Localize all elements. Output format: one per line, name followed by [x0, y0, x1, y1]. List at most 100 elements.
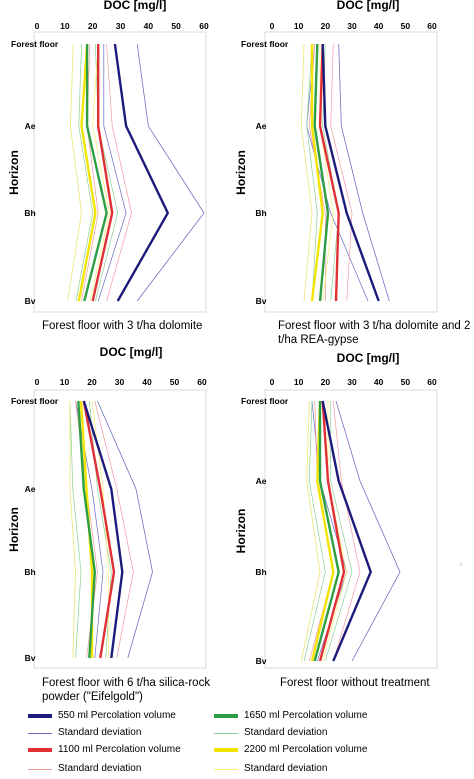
envelope-line-low [67, 43, 82, 302]
std-deviation-line [300, 43, 313, 302]
legend-swatch [214, 733, 238, 734]
legend-swatch [214, 714, 238, 718]
x-tick-label: 40 [374, 21, 384, 31]
category-label: Bh [255, 567, 266, 577]
legend-swatch [28, 748, 52, 752]
y-axis-label: Horizon [7, 150, 21, 195]
chart-title: DOC [mg/l] [337, 0, 400, 12]
series-line [113, 43, 170, 302]
panel-frame [33, 31, 207, 313]
x-tick-label: 30 [347, 21, 357, 31]
std-deviation-line [69, 401, 76, 659]
legend-label: 1100 ml Percolation volume [58, 744, 181, 755]
std-deviation-line [303, 400, 326, 662]
x-tick-label: 50 [401, 21, 411, 31]
y-axis-label: Horizon [234, 509, 248, 554]
legend-swatch [28, 769, 52, 770]
std-deviation-line [81, 43, 99, 302]
caption-panel-3: Forest floor with 6 t/ha silica-rock pow… [42, 677, 211, 703]
x-tick-label: 30 [115, 377, 125, 387]
chart-title: DOC [mg/l] [337, 351, 400, 365]
legend-swatch [214, 769, 238, 770]
x-tick-label: 20 [321, 21, 331, 31]
std-deviation-line [306, 43, 318, 302]
legend-swatch [28, 733, 52, 734]
x-tick-label: 60 [427, 21, 437, 31]
legend-label: 550 ml Percolation volume [58, 710, 176, 721]
std-deviation-line [97, 400, 153, 659]
legend: 550 ml Percolation volume 1650 ml Percol… [0, 708, 474, 779]
series-line [91, 44, 114, 302]
series-line [77, 400, 97, 659]
category-label: Forest floor [11, 39, 59, 49]
category-label: Bh [24, 567, 35, 577]
x-tick-label: 0 [270, 21, 275, 31]
category-label: Bh [255, 208, 266, 218]
x-tick-label: 0 [35, 21, 40, 31]
std-deviation-line [338, 43, 390, 302]
std-deviation-line [67, 43, 82, 302]
category-label: Ae [25, 484, 36, 494]
x-tick-label: 50 [170, 377, 180, 387]
chart-title: DOC [mg/l] [100, 345, 163, 359]
panel-frame [33, 389, 207, 669]
category-label: Bv [256, 296, 267, 306]
std-deviation-line [322, 401, 348, 662]
std-deviation-line [300, 400, 321, 662]
x-tick-label: 30 [116, 21, 126, 31]
category-label: Ae [256, 121, 267, 131]
x-tick-label: 40 [374, 377, 384, 387]
x-tick-label: 40 [144, 21, 154, 31]
std-deviation-line [136, 43, 205, 302]
legend-label: 1650 ml Percolation volume [244, 710, 368, 721]
std-deviation-line [69, 400, 82, 659]
category-label: Ae [256, 476, 267, 486]
series-line [83, 44, 108, 302]
series-line [82, 400, 124, 659]
std-deviation-line [94, 400, 134, 659]
category-label: Ae [25, 121, 36, 131]
std-deviation-line [89, 43, 110, 302]
x-tick-label: 50 [171, 21, 181, 31]
x-tick-label: 0 [270, 377, 275, 387]
panel-frame [264, 389, 438, 669]
std-deviation-line [332, 400, 361, 662]
series-line [310, 400, 335, 662]
caption-panel-4: Forest floor without treatment [280, 677, 430, 689]
x-tick-label: 30 [347, 377, 357, 387]
y-axis-label: Horizon [234, 150, 248, 195]
x-tick-label: 10 [294, 21, 304, 31]
legend-label: Standard deviation [58, 727, 142, 738]
x-tick-label: 60 [197, 377, 207, 387]
std-deviation-line [319, 44, 334, 302]
category-label: Bv [25, 653, 36, 663]
series-line [313, 43, 330, 302]
category-label: Bh [24, 208, 35, 218]
x-tick-label: 20 [87, 377, 97, 387]
x-tick-label: 50 [401, 377, 411, 387]
series-line [318, 400, 346, 662]
series-line [318, 43, 340, 302]
legend-label: Standard deviation [244, 763, 328, 774]
legend-swatch [214, 748, 238, 752]
x-tick-label: 10 [294, 377, 304, 387]
series-line [82, 400, 116, 659]
x-tick-label: 10 [60, 21, 70, 31]
x-tick-label: 0 [35, 377, 40, 387]
std-deviation-line [106, 43, 132, 302]
category-label: Bv [256, 656, 267, 666]
legend-label: Standard deviation [58, 763, 142, 774]
chart-title: DOC [mg/l] [104, 0, 167, 12]
x-tick-label: 20 [88, 21, 98, 31]
legend-swatch [28, 714, 52, 718]
caption-panel-1: Forest floor with 3 t/ha dolomite [42, 320, 203, 332]
x-tick-label: 10 [60, 377, 70, 387]
panel-frame [264, 31, 438, 313]
x-tick-label: 60 [427, 377, 437, 387]
series-line [313, 401, 340, 662]
std-deviation-line [75, 400, 98, 659]
std-deviation-line [330, 43, 353, 302]
y-axis-label: Horizon [7, 507, 21, 552]
category-label: Forest floor [241, 396, 289, 406]
